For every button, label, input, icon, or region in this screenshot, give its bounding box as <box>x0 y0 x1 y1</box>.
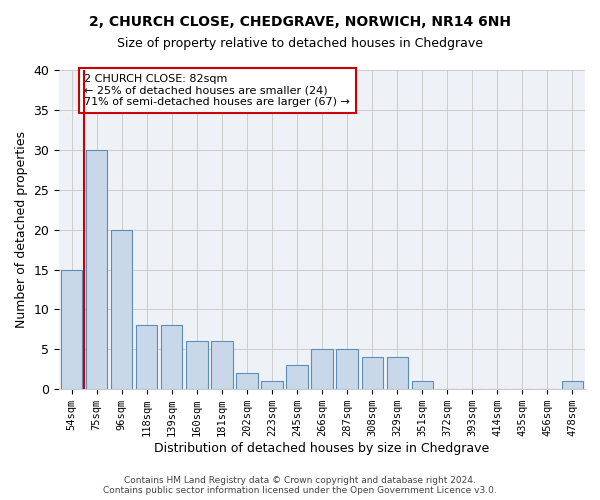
Bar <box>136 326 157 389</box>
Bar <box>262 381 283 389</box>
Bar <box>86 150 107 389</box>
Bar <box>562 381 583 389</box>
Bar <box>412 381 433 389</box>
Bar <box>61 270 82 389</box>
Bar <box>286 366 308 389</box>
Bar <box>362 358 383 389</box>
Text: 2 CHURCH CLOSE: 82sqm
← 25% of detached houses are smaller (24)
71% of semi-deta: 2 CHURCH CLOSE: 82sqm ← 25% of detached … <box>84 74 350 107</box>
Bar <box>236 374 257 389</box>
Bar <box>186 342 208 389</box>
Text: Size of property relative to detached houses in Chedgrave: Size of property relative to detached ho… <box>117 38 483 51</box>
Y-axis label: Number of detached properties: Number of detached properties <box>15 131 28 328</box>
Bar <box>386 358 408 389</box>
Text: Contains HM Land Registry data © Crown copyright and database right 2024.
Contai: Contains HM Land Registry data © Crown c… <box>103 476 497 495</box>
Bar <box>337 350 358 389</box>
X-axis label: Distribution of detached houses by size in Chedgrave: Distribution of detached houses by size … <box>154 442 490 455</box>
Bar <box>161 326 182 389</box>
Bar <box>211 342 233 389</box>
Bar <box>111 230 133 389</box>
Bar <box>311 350 333 389</box>
Text: 2, CHURCH CLOSE, CHEDGRAVE, NORWICH, NR14 6NH: 2, CHURCH CLOSE, CHEDGRAVE, NORWICH, NR1… <box>89 15 511 29</box>
